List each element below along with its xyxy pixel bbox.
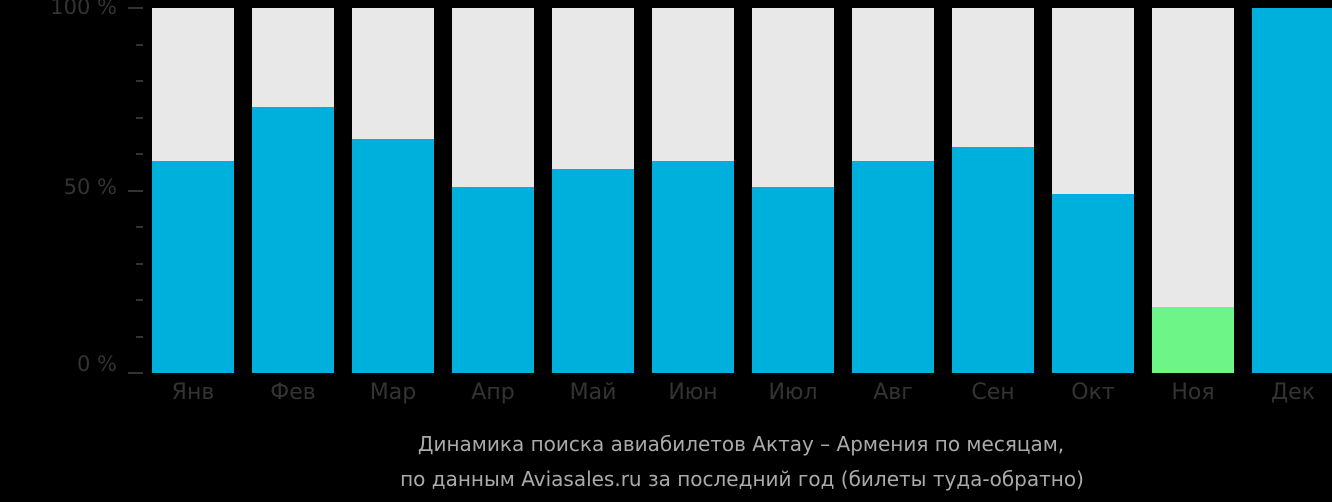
y-label-50: 50 % [63,175,117,199]
bar [352,8,434,373]
x-label: Июл [768,380,818,405]
x-label: Ноя [1171,380,1215,405]
x-label: Апр [471,380,515,405]
chart-caption-line1: Динамика поиска авиабилетов Актау – Арме… [417,432,1065,456]
bar [652,8,734,373]
x-label: Мар [369,380,417,405]
bar-fill [1252,8,1332,373]
bar-fill [652,161,734,373]
bar-fill [452,186,534,373]
y-tick [136,43,143,46]
bar-fill [1052,194,1134,373]
x-label: Май [569,380,617,405]
y-tick [136,335,143,338]
bar-fill [752,186,834,373]
y-tick [128,189,143,192]
bar [152,8,234,373]
x-label: Сен [971,380,1015,405]
bar-fill [952,146,1034,373]
bar [952,8,1034,373]
y-tick [136,80,143,82]
bar [252,8,334,373]
bar-fill [852,161,934,373]
y-tick [136,116,143,119]
bar-fill [1152,307,1234,373]
y-tick [128,372,143,374]
bar [1252,8,1332,373]
bar [552,8,634,373]
y-tick [136,153,143,155]
y-tick [136,299,143,301]
bar-fill [252,106,334,373]
bar-fill [352,139,434,373]
bar [852,8,934,373]
bar [1152,8,1234,373]
y-tick [136,262,143,265]
x-label: Янв [171,380,215,405]
x-label: Окт [1071,380,1115,405]
x-label: Июн [668,380,718,405]
bar-fill [152,161,234,373]
bar [452,8,534,373]
y-label-100: 100 % [50,0,117,19]
y-tick [128,7,143,9]
y-label-0: 0 % [77,352,117,376]
x-label: Фев [270,380,316,405]
x-label: Авг [873,380,913,405]
bar-fill [552,168,634,373]
x-label: Дек [1270,380,1315,405]
bar [1052,8,1134,373]
y-tick [136,226,143,228]
bar [752,8,834,373]
chart-caption-line2: по данным Aviasales.ru за последний год … [400,467,1084,491]
